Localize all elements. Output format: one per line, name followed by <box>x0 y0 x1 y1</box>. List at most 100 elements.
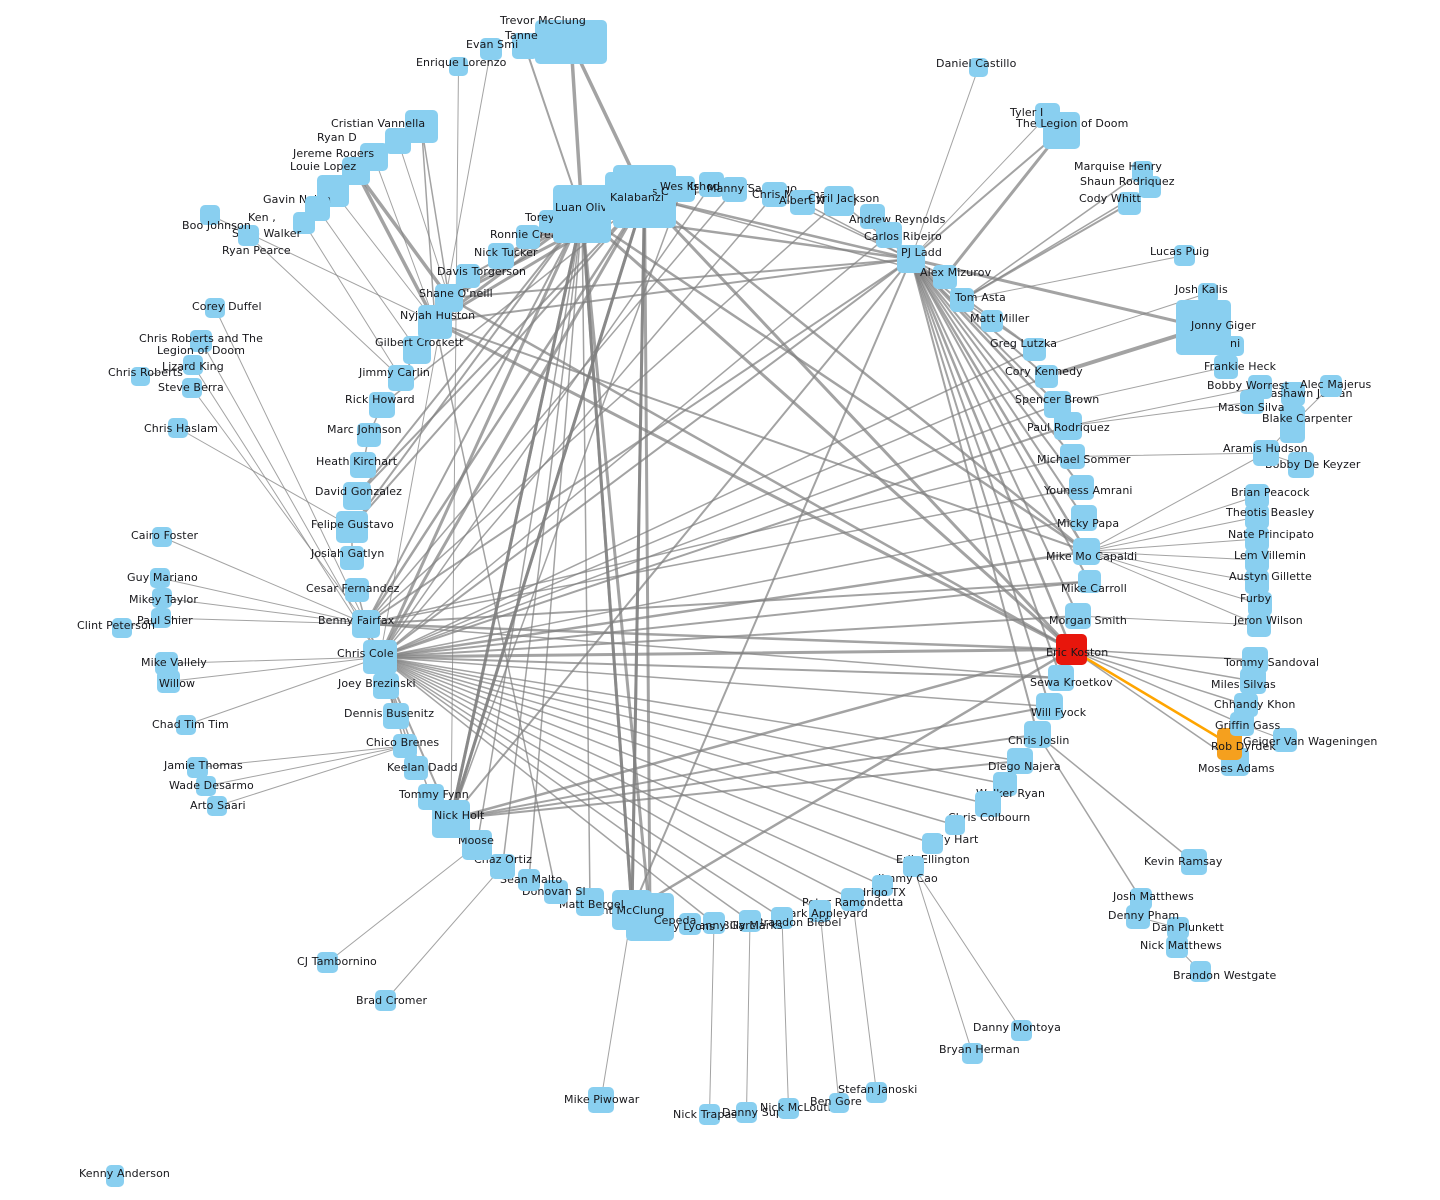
graph-node[interactable] <box>317 952 338 973</box>
graph-node[interactable] <box>1130 888 1152 910</box>
graph-node[interactable] <box>1056 634 1087 665</box>
graph-node[interactable] <box>404 756 428 780</box>
graph-node[interactable] <box>1245 484 1269 508</box>
graph-node[interactable] <box>196 776 216 796</box>
graph-node[interactable] <box>790 190 815 215</box>
graph-node[interactable] <box>363 640 397 674</box>
graph-node[interactable] <box>829 1093 849 1113</box>
graph-node[interactable] <box>1043 112 1080 149</box>
graph-node[interactable] <box>1166 936 1188 958</box>
graph-node[interactable] <box>343 482 371 510</box>
graph-node[interactable] <box>131 367 150 386</box>
graph-node[interactable] <box>403 336 431 364</box>
graph-node[interactable] <box>155 652 178 675</box>
graph-node[interactable] <box>1253 440 1279 466</box>
graph-node[interactable] <box>373 673 399 699</box>
graph-node[interactable] <box>518 869 540 891</box>
graph-node[interactable] <box>1167 917 1189 939</box>
graph-node[interactable] <box>336 511 368 543</box>
graph-node[interactable] <box>190 330 212 352</box>
graph-node[interactable] <box>357 423 381 447</box>
graph-node[interactable] <box>1281 382 1305 406</box>
graph-node[interactable] <box>490 854 515 879</box>
graph-node[interactable] <box>350 452 376 478</box>
graph-node[interactable] <box>739 910 761 932</box>
graph-node[interactable] <box>722 177 747 202</box>
graph-node[interactable] <box>1023 338 1046 361</box>
graph-node[interactable] <box>950 288 974 312</box>
graph-node[interactable] <box>897 245 925 273</box>
graph-node[interactable] <box>352 610 380 638</box>
graph-node[interactable] <box>151 608 171 628</box>
graph-node[interactable] <box>1035 365 1058 388</box>
graph-node[interactable] <box>1011 1020 1032 1041</box>
graph-node[interactable] <box>1065 603 1091 629</box>
graph-node[interactable] <box>1245 548 1269 572</box>
graph-node[interactable] <box>1024 721 1051 748</box>
graph-node[interactable] <box>612 890 652 930</box>
graph-node[interactable] <box>679 913 701 935</box>
graph-node[interactable] <box>1214 355 1238 379</box>
graph-node[interactable] <box>345 578 369 602</box>
graph-node[interactable] <box>1007 748 1033 774</box>
graph-node[interactable] <box>516 225 540 249</box>
graph-node[interactable] <box>512 33 538 59</box>
graph-node[interactable] <box>1280 405 1305 443</box>
graph-node[interactable] <box>1245 505 1269 529</box>
graph-node[interactable] <box>480 38 502 60</box>
graph-node[interactable] <box>1139 176 1161 198</box>
graph-node[interactable] <box>588 1087 614 1113</box>
graph-node[interactable] <box>535 20 607 64</box>
graph-node[interactable] <box>1247 613 1271 637</box>
graph-node[interactable] <box>152 588 172 608</box>
graph-node[interactable] <box>872 875 893 896</box>
graph-node[interactable] <box>1190 961 1211 982</box>
graph-node[interactable] <box>385 128 411 154</box>
graph-node[interactable] <box>1036 693 1063 720</box>
graph-node[interactable] <box>1054 412 1082 440</box>
graph-node[interactable] <box>605 172 653 220</box>
graph-node[interactable] <box>340 546 364 570</box>
graph-node[interactable] <box>488 243 514 269</box>
graph-node[interactable] <box>1118 192 1141 215</box>
graph-node[interactable] <box>1174 245 1195 266</box>
graph-node[interactable] <box>841 888 864 911</box>
graph-node[interactable] <box>1242 647 1268 673</box>
graph-node[interactable] <box>1320 375 1342 397</box>
graph-node[interactable] <box>1071 505 1097 531</box>
graph-node[interactable] <box>699 172 724 197</box>
graph-node[interactable] <box>945 815 965 835</box>
graph-node[interactable] <box>981 310 1003 332</box>
graph-node[interactable] <box>736 1102 757 1123</box>
graph-node[interactable] <box>544 880 568 904</box>
graph-node[interactable] <box>112 618 132 638</box>
graph-node[interactable] <box>669 176 695 202</box>
graph-node[interactable] <box>933 265 957 289</box>
graph-node[interactable] <box>866 1082 887 1103</box>
graph-node[interactable] <box>1248 592 1272 616</box>
graph-node[interactable] <box>449 57 468 76</box>
graph-node[interactable] <box>435 284 463 312</box>
graph-node[interactable] <box>238 225 259 246</box>
graph-node[interactable] <box>205 298 225 318</box>
graph-node[interactable] <box>383 703 409 729</box>
graph-node[interactable] <box>809 900 831 922</box>
graph-node[interactable] <box>1245 527 1269 551</box>
graph-node[interactable] <box>187 757 208 778</box>
graph-node[interactable] <box>1069 475 1094 500</box>
graph-node[interactable] <box>375 990 396 1011</box>
graph-node[interactable] <box>1073 538 1100 565</box>
graph-node[interactable] <box>975 791 1001 817</box>
graph-node[interactable] <box>762 182 787 207</box>
graph-node[interactable] <box>1245 570 1269 594</box>
graph-node[interactable] <box>1078 570 1101 593</box>
graph-node[interactable] <box>1060 444 1085 469</box>
graph-node[interactable] <box>157 670 180 693</box>
graph-node[interactable] <box>699 1104 720 1125</box>
graph-node[interactable] <box>293 212 315 234</box>
graph-node[interactable] <box>1248 375 1272 399</box>
graph-node[interactable] <box>393 734 417 758</box>
graph-node[interactable] <box>553 185 611 243</box>
graph-node[interactable] <box>152 527 172 547</box>
graph-node[interactable] <box>456 264 480 288</box>
